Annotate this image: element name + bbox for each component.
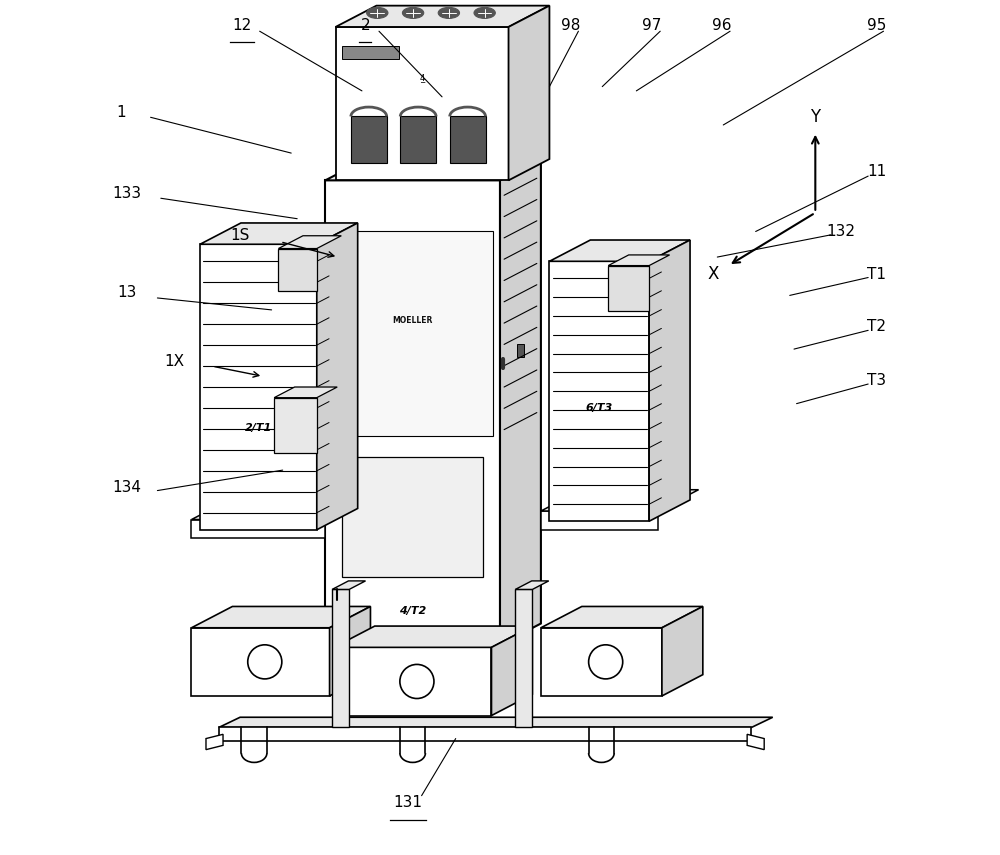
Polygon shape bbox=[200, 223, 358, 245]
Polygon shape bbox=[608, 255, 670, 266]
Polygon shape bbox=[334, 626, 532, 647]
Ellipse shape bbox=[367, 8, 388, 19]
Text: 6/T3: 6/T3 bbox=[586, 404, 613, 413]
Text: 4̲̲̲: 4̲̲̲ bbox=[419, 74, 425, 83]
Polygon shape bbox=[509, 6, 549, 180]
Text: Y: Y bbox=[810, 109, 820, 127]
Text: 2: 2 bbox=[361, 18, 370, 32]
Ellipse shape bbox=[438, 8, 460, 19]
Polygon shape bbox=[351, 116, 387, 163]
Text: 132: 132 bbox=[826, 224, 855, 239]
Ellipse shape bbox=[474, 8, 495, 19]
Text: X: X bbox=[707, 265, 719, 283]
Text: 1X: 1X bbox=[164, 353, 185, 369]
Text: T2: T2 bbox=[867, 320, 886, 334]
Polygon shape bbox=[400, 116, 436, 163]
Text: T1: T1 bbox=[867, 267, 886, 281]
Polygon shape bbox=[334, 647, 491, 716]
Text: 1: 1 bbox=[116, 104, 126, 120]
Polygon shape bbox=[747, 734, 764, 750]
Polygon shape bbox=[662, 606, 703, 696]
Text: T3: T3 bbox=[867, 373, 886, 388]
Polygon shape bbox=[491, 626, 532, 716]
Text: 4/T2: 4/T2 bbox=[399, 605, 426, 616]
Polygon shape bbox=[541, 511, 658, 530]
Text: 13: 13 bbox=[117, 286, 136, 300]
Polygon shape bbox=[317, 223, 358, 530]
Polygon shape bbox=[274, 387, 337, 398]
Text: MOELLER: MOELLER bbox=[392, 316, 433, 326]
Text: 95: 95 bbox=[867, 18, 886, 32]
Polygon shape bbox=[541, 628, 662, 696]
Polygon shape bbox=[191, 628, 330, 696]
Text: 1S: 1S bbox=[230, 228, 250, 244]
Polygon shape bbox=[278, 236, 341, 249]
Polygon shape bbox=[191, 606, 370, 628]
Polygon shape bbox=[342, 457, 483, 576]
Polygon shape bbox=[332, 581, 366, 589]
Polygon shape bbox=[515, 589, 532, 728]
Polygon shape bbox=[342, 45, 399, 59]
Polygon shape bbox=[219, 717, 773, 728]
Text: 11: 11 bbox=[867, 164, 886, 180]
Polygon shape bbox=[649, 240, 690, 522]
Polygon shape bbox=[206, 734, 223, 750]
Text: 12: 12 bbox=[232, 18, 251, 32]
Polygon shape bbox=[549, 262, 649, 522]
Polygon shape bbox=[376, 163, 460, 180]
Polygon shape bbox=[325, 180, 500, 645]
Text: 134: 134 bbox=[112, 480, 141, 495]
Polygon shape bbox=[332, 232, 493, 436]
Polygon shape bbox=[515, 581, 549, 589]
Polygon shape bbox=[325, 159, 541, 180]
Polygon shape bbox=[200, 245, 317, 530]
Text: 131: 131 bbox=[393, 795, 422, 810]
Polygon shape bbox=[191, 498, 366, 520]
Polygon shape bbox=[278, 249, 317, 292]
Polygon shape bbox=[450, 116, 486, 163]
Polygon shape bbox=[330, 606, 370, 696]
Text: 98: 98 bbox=[561, 18, 580, 32]
Ellipse shape bbox=[402, 8, 424, 19]
Polygon shape bbox=[549, 240, 690, 262]
Polygon shape bbox=[517, 345, 524, 357]
Polygon shape bbox=[219, 728, 751, 741]
Polygon shape bbox=[541, 490, 699, 511]
Polygon shape bbox=[608, 266, 649, 310]
Polygon shape bbox=[541, 606, 703, 628]
Polygon shape bbox=[336, 6, 549, 27]
Text: 96: 96 bbox=[712, 18, 731, 32]
Polygon shape bbox=[336, 27, 509, 180]
Polygon shape bbox=[500, 159, 541, 645]
Text: 97: 97 bbox=[642, 18, 661, 32]
Polygon shape bbox=[332, 589, 349, 728]
Text: 2/T1: 2/T1 bbox=[245, 422, 272, 433]
Polygon shape bbox=[191, 520, 325, 539]
Polygon shape bbox=[274, 398, 317, 453]
Text: 133: 133 bbox=[112, 186, 141, 201]
